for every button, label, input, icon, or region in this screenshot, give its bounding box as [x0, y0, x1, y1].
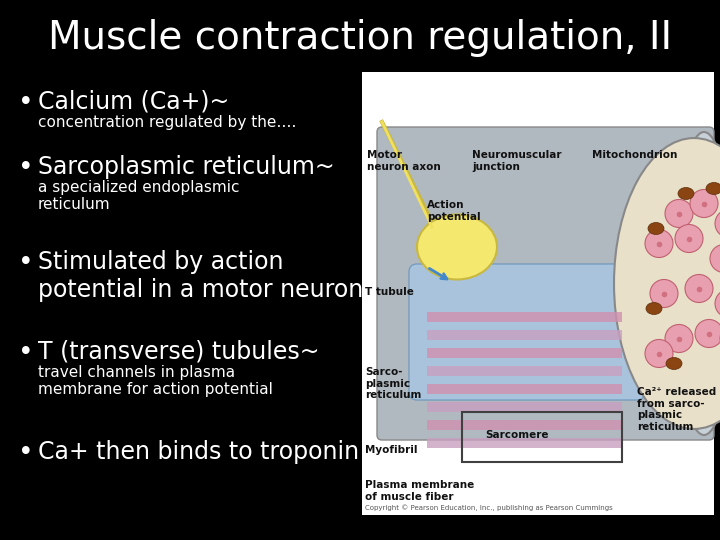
Ellipse shape [710, 245, 720, 273]
Ellipse shape [674, 132, 720, 435]
Ellipse shape [645, 340, 673, 368]
Text: •: • [18, 155, 34, 181]
Text: Action
potential: Action potential [427, 200, 481, 221]
Bar [427, 384, 622, 394]
Text: a specialized endoplasmic
reticulum: a specialized endoplasmic reticulum [38, 180, 240, 212]
Ellipse shape [645, 230, 673, 258]
Text: Sarcomere: Sarcomere [485, 430, 549, 440]
Text: Ca+ then binds to troponin: Ca+ then binds to troponin [38, 440, 359, 464]
Bar [427, 402, 622, 412]
Ellipse shape [650, 280, 678, 307]
Ellipse shape [665, 199, 693, 227]
Text: Calcium (Ca+)~: Calcium (Ca+)~ [38, 90, 230, 114]
Ellipse shape [675, 225, 703, 253]
Text: Stimulated by action
potential in a motor neuron: Stimulated by action potential in a moto… [38, 250, 364, 302]
Text: •: • [18, 90, 34, 116]
Bar [427, 420, 622, 430]
Ellipse shape [648, 222, 664, 234]
Ellipse shape [665, 325, 693, 353]
Text: Muscle contraction regulation, II: Muscle contraction regulation, II [48, 19, 672, 57]
Ellipse shape [666, 357, 682, 369]
Text: •: • [18, 340, 34, 366]
Ellipse shape [614, 138, 720, 429]
Ellipse shape [646, 302, 662, 314]
Text: •: • [18, 440, 34, 466]
Text: Myofibril: Myofibril [365, 445, 418, 455]
Text: T tubule: T tubule [365, 287, 414, 297]
Ellipse shape [715, 210, 720, 238]
Text: travel channels in plasma
membrane for action potential: travel channels in plasma membrane for a… [38, 365, 273, 397]
Text: Sarcoplasmic reticulum~: Sarcoplasmic reticulum~ [38, 155, 335, 179]
Ellipse shape [685, 274, 713, 302]
FancyBboxPatch shape [377, 127, 714, 440]
Ellipse shape [715, 289, 720, 318]
Text: T (transverse) tubules~: T (transverse) tubules~ [38, 340, 320, 364]
Bar [427, 330, 622, 340]
Bar [427, 312, 622, 322]
Text: Sarco-
plasmic
reticulum: Sarco- plasmic reticulum [365, 367, 421, 400]
Text: Copyright © Pearson Education, Inc., publishing as Pearson Cummings: Copyright © Pearson Education, Inc., pub… [365, 504, 613, 511]
Text: Neuromuscular
junction: Neuromuscular junction [472, 150, 562, 172]
Ellipse shape [690, 190, 718, 218]
Text: Motor
neuron axon: Motor neuron axon [367, 150, 441, 172]
Ellipse shape [678, 187, 694, 199]
Bar [427, 366, 622, 376]
Text: Plasma membrane
of muscle fiber: Plasma membrane of muscle fiber [365, 480, 474, 502]
Text: Ca²⁺ released
from sarco-
plasmic
reticulum: Ca²⁺ released from sarco- plasmic reticu… [637, 387, 716, 432]
Text: Mitochondrion: Mitochondrion [592, 150, 678, 160]
Bar [462, 412, 622, 462]
Ellipse shape [417, 214, 497, 280]
Bar [362, 72, 714, 515]
Ellipse shape [695, 320, 720, 348]
Bar [427, 438, 622, 448]
Text: concentration regulated by the….: concentration regulated by the…. [38, 115, 297, 130]
Ellipse shape [706, 183, 720, 194]
Text: •: • [18, 250, 34, 276]
Bar [427, 348, 622, 358]
FancyBboxPatch shape [409, 264, 645, 400]
